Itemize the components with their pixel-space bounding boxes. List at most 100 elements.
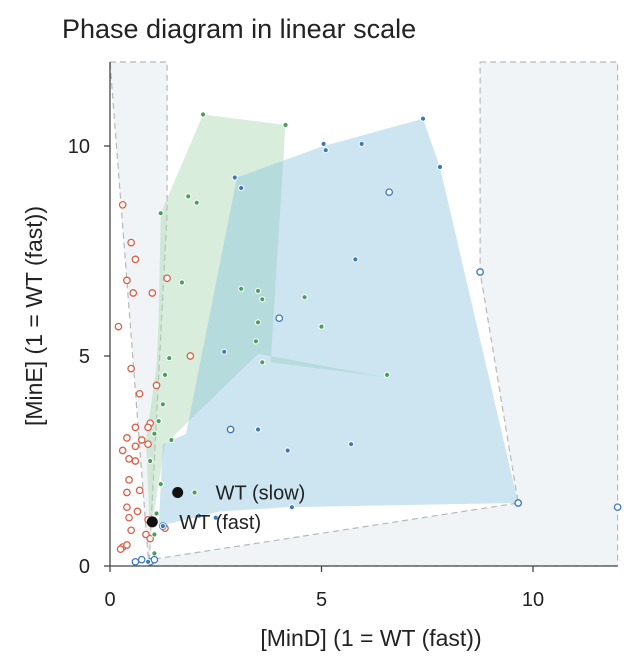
green-point xyxy=(178,279,186,286)
green-point xyxy=(199,111,207,118)
red-point xyxy=(146,534,155,543)
red-point xyxy=(144,440,152,449)
blue-point xyxy=(137,555,146,564)
y-axis-label: [MinE] (1 = WT (fast)) xyxy=(21,206,47,426)
x-axis-label: [MinD] (1 = WT (fast)) xyxy=(260,625,481,651)
blue-point xyxy=(212,514,219,521)
blue-point xyxy=(221,348,228,355)
green-point xyxy=(191,489,198,496)
blue-point xyxy=(159,523,166,530)
blue-point xyxy=(385,188,394,197)
green-point xyxy=(147,457,154,465)
green-point xyxy=(185,193,192,200)
red-point xyxy=(114,322,123,331)
blue-point xyxy=(436,163,444,171)
red-point xyxy=(123,503,131,512)
red-point xyxy=(123,276,131,285)
red-point xyxy=(133,507,142,516)
green-point xyxy=(157,210,164,217)
blue-point xyxy=(231,174,238,181)
blue-point xyxy=(195,512,202,519)
red-point xyxy=(152,381,161,390)
green-point xyxy=(282,121,289,129)
x-tick-label: 5 xyxy=(316,589,327,611)
red-point xyxy=(186,352,195,360)
blue-point xyxy=(358,140,365,147)
green-point xyxy=(153,510,160,517)
region-green-hull xyxy=(146,114,385,537)
blue-point xyxy=(419,115,427,122)
wt-marker xyxy=(172,487,184,498)
region-bg-left xyxy=(109,61,168,567)
green-point xyxy=(159,401,166,408)
red-point xyxy=(135,389,144,398)
blue-point xyxy=(131,557,140,566)
region-blue-hull xyxy=(158,118,519,527)
chart-title: Phase diagram in linear scale xyxy=(62,14,417,44)
green-point xyxy=(318,323,325,330)
blue-point xyxy=(288,504,295,511)
x-tick-label: 10 xyxy=(522,589,544,611)
green-point xyxy=(254,319,262,326)
green-point xyxy=(157,481,164,488)
blue-point xyxy=(144,558,152,565)
red-point xyxy=(127,526,135,535)
y-tick-label: 5 xyxy=(79,346,90,368)
green-point xyxy=(155,418,162,425)
blue-point xyxy=(476,268,484,276)
red-point xyxy=(125,455,133,463)
blue-point xyxy=(284,447,291,454)
red-point xyxy=(123,434,131,442)
red-point xyxy=(131,255,140,264)
blue-point xyxy=(348,441,355,448)
blue-point xyxy=(275,314,284,323)
blue-point xyxy=(226,425,235,434)
red-point xyxy=(163,274,171,283)
blue-point xyxy=(320,140,327,147)
red-point xyxy=(118,446,127,455)
wt-annotation-label: WT (fast) xyxy=(179,512,261,534)
green-point xyxy=(252,338,260,345)
green-point xyxy=(301,294,308,301)
red-point xyxy=(118,200,127,209)
wt-annotation-label: WT (slow) xyxy=(216,483,306,505)
y-tick-label: 0 xyxy=(79,556,90,578)
red-point xyxy=(148,289,157,297)
green-point xyxy=(259,296,266,303)
blue-point xyxy=(514,499,523,507)
green-point xyxy=(254,287,262,294)
blue-point xyxy=(150,555,159,564)
red-point xyxy=(131,457,140,465)
red-point xyxy=(125,476,133,484)
red-point xyxy=(123,488,131,497)
green-point xyxy=(238,285,245,292)
red-point xyxy=(131,423,140,432)
green-point xyxy=(193,199,200,206)
green-point xyxy=(151,531,158,538)
x-tick-label: 0 xyxy=(104,589,115,611)
red-point xyxy=(123,541,131,549)
green-point xyxy=(151,550,158,557)
green-point xyxy=(168,436,175,444)
red-point xyxy=(125,513,133,522)
red-point xyxy=(127,364,135,373)
red-point xyxy=(116,545,125,554)
red-point xyxy=(137,436,146,444)
green-point xyxy=(161,371,169,378)
blue-point xyxy=(613,503,622,512)
blue-point xyxy=(254,426,262,433)
wt-marker xyxy=(146,516,158,528)
red-point xyxy=(144,423,152,432)
green-point xyxy=(166,355,173,362)
blue-point xyxy=(352,256,359,263)
red-point xyxy=(127,238,135,247)
red-point xyxy=(131,442,140,451)
green-point xyxy=(151,430,158,437)
blue-point xyxy=(238,184,245,192)
green-point xyxy=(383,371,391,378)
red-point xyxy=(135,486,144,495)
red-point xyxy=(129,289,138,297)
y-tick-label: 10 xyxy=(68,136,90,158)
